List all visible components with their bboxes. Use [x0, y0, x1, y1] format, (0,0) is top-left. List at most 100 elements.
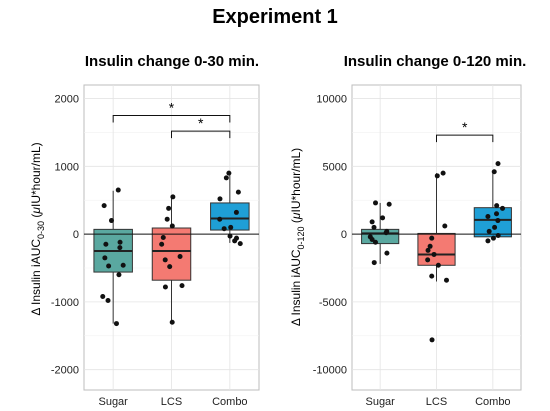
x-tick-label-combo: Combo: [212, 396, 247, 408]
y-axis-label-0-30: Δ Insulin iAUC0-30 (μIU*hour/mL): [29, 142, 46, 315]
data-point: [486, 228, 492, 234]
data-point: [369, 219, 375, 225]
data-point: [380, 215, 386, 221]
data-point: [440, 170, 446, 176]
data-point: [435, 262, 441, 268]
data-point: [227, 233, 233, 239]
data-point: [102, 255, 108, 261]
data-point: [425, 247, 431, 253]
box-combo: [473, 207, 512, 238]
data-point: [495, 218, 501, 224]
box-lcs: [151, 227, 192, 281]
y-tick-label: 1000: [55, 161, 79, 173]
data-point: [101, 203, 107, 209]
data-point: [235, 189, 241, 195]
data-point: [372, 239, 378, 245]
data-point: [108, 218, 114, 224]
data-point: [169, 319, 175, 325]
data-point: [373, 200, 379, 206]
x-tick-label-combo: Combo: [475, 396, 510, 408]
data-point: [117, 239, 123, 245]
significance-bracket: [436, 134, 494, 143]
data-point: [162, 284, 168, 290]
data-point: [491, 169, 497, 175]
data-point: [425, 257, 431, 263]
significance-label: *: [462, 119, 468, 135]
panel-title-0-120: Insulin change 0-120 min.: [344, 53, 527, 70]
data-point: [371, 260, 377, 266]
significance-label: *: [169, 100, 175, 116]
box-combo: [210, 202, 250, 231]
data-point: [369, 237, 375, 243]
panel-title-0-30: Insulin change 0-30 min.: [85, 53, 259, 70]
y-tick-label: -2000: [51, 365, 79, 377]
y-tick-label: 10000: [316, 94, 347, 106]
data-point: [494, 203, 500, 209]
data-point: [113, 321, 119, 327]
data-point: [442, 223, 448, 229]
data-point: [494, 211, 500, 217]
data-point: [117, 245, 123, 251]
y-tick-label: -10000: [313, 365, 347, 377]
data-point: [485, 238, 491, 244]
data-point: [167, 264, 173, 270]
data-point: [169, 223, 175, 229]
data-point: [160, 235, 166, 240]
data-point: [500, 205, 506, 211]
data-point: [177, 253, 183, 259]
significance-bracket: [112, 115, 231, 123]
x-tick-label-sugar: Sugar: [365, 396, 395, 408]
data-point: [384, 250, 390, 256]
x-tick-label-lcs: LCS: [161, 396, 182, 408]
data-point: [386, 201, 392, 207]
significance-label: *: [198, 115, 204, 131]
data-point: [383, 230, 389, 236]
data-point: [100, 293, 106, 299]
data-point: [431, 251, 437, 257]
data-point: [116, 272, 122, 278]
plot-area-0-120: -10000 -5000 0 5000 10000 Sugar LCS Combo *: [313, 84, 522, 408]
y-tick-label: 0: [341, 229, 347, 241]
data-point: [429, 273, 435, 279]
data-point: [429, 235, 435, 241]
data-point: [223, 175, 229, 181]
box-sugar: [361, 228, 400, 245]
data-point: [434, 173, 440, 179]
x-tick-label-sugar: Sugar: [98, 396, 128, 408]
data-point: [115, 187, 121, 193]
data-point: [159, 241, 165, 247]
data-point: [166, 205, 172, 211]
data-point: [179, 283, 185, 289]
panel-0-120: Insulin change 0-120 min. Δ Insulin iAUC…: [289, 53, 526, 326]
data-point: [162, 257, 168, 263]
y-tick-label: 5000: [323, 161, 347, 173]
box-lcs: [417, 232, 456, 266]
data-point: [164, 216, 170, 222]
data-point: [429, 337, 435, 343]
data-point: [170, 194, 176, 200]
y-tick-label: -5000: [319, 297, 347, 309]
y-axis-label-0-120: Δ Insulin iAUC0-120 (μIU*hour/mL): [289, 148, 306, 326]
data-point: [106, 263, 112, 269]
data-point: [221, 226, 227, 232]
significance-bracket: [171, 130, 231, 139]
data-point: [237, 241, 243, 247]
data-point: [443, 277, 449, 283]
data-point: [226, 170, 232, 176]
panel-0-30: Insulin change 0-30 min. Δ Insulin iAUC0…: [29, 53, 259, 316]
data-point: [490, 235, 496, 241]
data-point: [105, 298, 111, 304]
data-point: [495, 161, 501, 167]
y-tick-label: -1000: [51, 297, 79, 309]
data-point: [371, 224, 377, 230]
y-tick-label: 0: [73, 229, 79, 241]
data-point: [427, 243, 433, 249]
figure-title: Experiment 1: [212, 6, 338, 28]
x-tick-label-lcs: LCS: [426, 396, 447, 408]
y-tick-label: 2000: [55, 94, 79, 106]
data-point: [233, 209, 239, 215]
data-point: [228, 224, 234, 230]
data-point: [217, 196, 223, 202]
data-point: [103, 241, 109, 247]
